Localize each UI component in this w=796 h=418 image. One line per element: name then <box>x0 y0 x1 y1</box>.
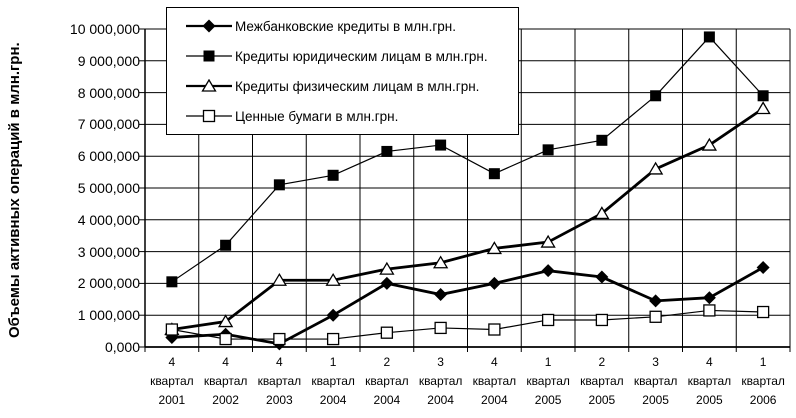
marker-filled-square <box>327 169 339 181</box>
marker-open-square <box>488 323 501 336</box>
x-axis-label: 1 квартал 2005 <box>526 355 570 407</box>
marker-open-square <box>756 305 770 319</box>
x-axis-label: 4 квартал 2002 <box>203 355 248 407</box>
x-axis-label: 3 квартал 2005 <box>633 355 678 407</box>
marker-open-square <box>202 109 216 123</box>
marker-filled-square <box>220 239 232 251</box>
marker-open-triangle <box>325 272 341 286</box>
legend: Межбанковские кредиты в млн.грн. Кредиты … <box>166 7 519 135</box>
marker-filled-diamond <box>702 291 716 305</box>
x-axis-label: 1 квартал 2004 <box>311 355 355 407</box>
legend-marker-filled-square <box>186 50 232 62</box>
marker-open-square <box>219 332 232 346</box>
legend-label: Кредиты физическим лицам в млн.грн. <box>235 78 480 94</box>
marker-open-triangle <box>201 79 217 92</box>
marker-open-square <box>541 313 555 327</box>
marker-filled-square <box>273 179 285 191</box>
y-tick-label: 9 000,000 <box>77 52 140 69</box>
marker-open-square <box>595 313 609 327</box>
marker-filled-square <box>596 134 608 146</box>
legend-item: Кредиты юридическим лицам в млн.грн. <box>167 41 518 71</box>
axes <box>139 28 791 352</box>
marker-open-triangle <box>486 241 503 255</box>
marker-open-triangle <box>432 255 449 269</box>
x-axis-label: 3 квартал 2004 <box>418 355 463 407</box>
marker-open-triangle <box>594 206 610 220</box>
x-axis-label: 1 квартал 2006 <box>741 355 785 407</box>
legend-label: Межбанковские кредиты в млн.грн. <box>235 18 456 34</box>
legend-item: Ценные бумаги в млн.грн. <box>167 101 518 131</box>
marker-open-square <box>273 332 286 346</box>
marker-filled-diamond <box>649 294 663 308</box>
marker-filled-diamond <box>595 270 609 284</box>
marker-filled-diamond <box>756 261 770 274</box>
marker-filled-square <box>435 139 447 151</box>
marker-open-triangle <box>217 314 234 328</box>
marker-filled-diamond <box>380 276 394 290</box>
marker-open-triangle <box>379 261 395 275</box>
y-tick-label: 1 000,000 <box>77 307 140 324</box>
marker-filled-diamond <box>326 308 340 322</box>
marker-open-triangle <box>755 101 771 115</box>
marker-open-triangle <box>271 272 288 286</box>
y-tick-label: 0,000 <box>104 339 140 355</box>
y-tick-label: 7 000,000 <box>77 116 140 133</box>
legend-item: Кредиты физическим лицам в млн.грн. <box>167 71 518 101</box>
x-axis-label: 2 квартал 2004 <box>365 355 409 407</box>
marker-open-square <box>165 323 179 336</box>
legend-marker-open-square <box>186 109 232 123</box>
y-tick-label: 3 000,000 <box>77 243 140 260</box>
marker-filled-diamond <box>434 288 448 302</box>
y-tick-label: 10 000,000 <box>69 21 140 37</box>
marker-open-square <box>703 304 716 317</box>
marker-filled-diamond <box>202 19 216 33</box>
legend-label: Ценные бумаги в млн.грн. <box>235 108 399 124</box>
marker-filled-square <box>650 90 662 102</box>
x-axis-label: 2 квартал 2005 <box>580 355 624 407</box>
y-tick-label: 2 000,000 <box>77 275 140 292</box>
marker-filled-square <box>166 276 178 288</box>
marker-filled-square <box>542 144 554 156</box>
marker-open-square <box>434 321 447 335</box>
series-2 <box>164 101 771 336</box>
legend-marker-filled-diamond <box>186 19 232 33</box>
marker-open-triangle <box>701 137 718 151</box>
marker-filled-square <box>488 168 500 180</box>
marker-open-triangle <box>647 161 664 175</box>
marker-filled-square <box>757 90 769 102</box>
marker-open-triangle <box>540 234 556 248</box>
x-axis-label: 4 квартал 2004 <box>472 355 517 407</box>
x-axis-label: 4 квартал 2001 <box>150 355 194 407</box>
marker-open-square <box>380 326 394 339</box>
marker-filled-square <box>703 31 715 43</box>
y-tick-label: 4 000,000 <box>77 211 140 228</box>
marker-filled-square <box>203 50 215 62</box>
legend-label: Кредиты юридическим лицам в млн.грн. <box>235 48 488 64</box>
series-1 <box>166 31 769 288</box>
x-axis-label: 4 квартал 2003 <box>257 355 302 407</box>
x-axis-label: 4 квартал 2005 <box>687 355 732 407</box>
marker-open-square <box>326 332 340 346</box>
legend-item: Межбанковские кредиты в млн.грн. <box>167 11 518 41</box>
legend-marker-open-triangle <box>186 79 232 92</box>
series-3 <box>165 304 770 346</box>
marker-filled-diamond <box>541 264 555 278</box>
marker-filled-diamond <box>487 276 501 290</box>
marker-filled-square <box>381 145 393 157</box>
y-tick-label: 8 000,000 <box>77 84 140 101</box>
y-tick-label: 5 000,000 <box>77 180 140 196</box>
y-tick-label: 6 000,000 <box>77 148 140 165</box>
marker-open-square <box>649 310 662 323</box>
